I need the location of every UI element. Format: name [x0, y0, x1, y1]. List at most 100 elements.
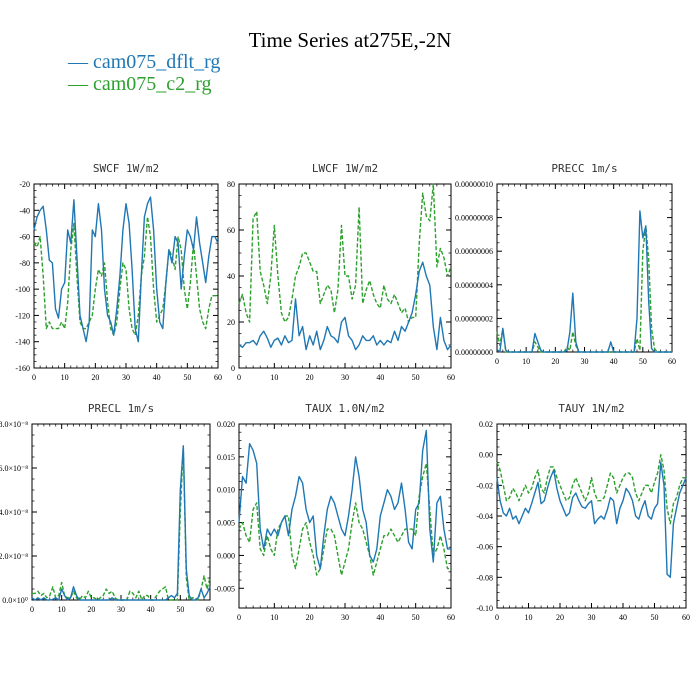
y-tick-label: 0.020: [217, 420, 235, 429]
x-tick-label: 20: [306, 373, 314, 382]
x-tick-label: 50: [639, 357, 647, 366]
chart-panel-5: TAUY 1N/m2 0 10 20 30 40 50 60 -0.10 -0.08 -0.06 -0…: [476, 402, 690, 622]
x-tick-label: 60: [214, 373, 222, 382]
plot-frame: [496, 183, 673, 353]
legend-line-c2: —: [68, 73, 88, 95]
x-tick-label: 10: [522, 357, 530, 366]
x-tick-label: 60: [682, 613, 690, 622]
x-tick-label: 30: [122, 373, 130, 382]
y-tick-label: -0.02: [476, 481, 493, 490]
x-tick-label: 10: [270, 373, 278, 382]
y-tick-label: -80: [19, 259, 30, 268]
y-tick-label: 0.02: [479, 420, 493, 429]
series-line-c2: [33, 216, 218, 336]
y-tick-label: -60: [19, 233, 30, 242]
panel-title: PRECC 1m/s: [551, 162, 617, 175]
panel-title: TAUX 1.0N/m2: [305, 402, 384, 415]
x-tick-label: 60: [447, 613, 455, 622]
y-tick-label: 80: [227, 180, 235, 189]
y-tick-label: -0.04: [476, 512, 493, 521]
y-tick-label: -120: [15, 311, 30, 320]
x-tick-label: 0: [237, 373, 241, 382]
y-tick-label: -100: [15, 285, 30, 294]
y-tick-label: -140: [15, 338, 30, 347]
y-tick-label: 2.0×10⁻⁸: [0, 552, 28, 561]
x-tick-label: 0: [32, 373, 36, 382]
y-tick-label: 0.00000008: [455, 214, 493, 223]
series-line-dflt: [496, 210, 672, 353]
x-tick-label: 0: [30, 605, 34, 614]
y-tick-label: 0.010: [217, 486, 235, 495]
x-tick-label: 60: [447, 373, 455, 382]
y-tick-label: 0.015: [217, 453, 235, 462]
y-tick-label: 6.0×10⁻⁸: [0, 464, 28, 473]
series-line-dflt: [33, 196, 219, 343]
x-tick-label: 0: [237, 613, 241, 622]
series-line-c2: [238, 183, 452, 323]
y-tick-label: 0: [231, 364, 235, 373]
x-tick-label: 60: [668, 357, 676, 366]
page-title: Time Series at275E,-2N: [248, 28, 452, 52]
x-tick-label: 40: [147, 605, 155, 614]
legend-item-c2: — cam075_c2_rg: [68, 73, 220, 95]
y-tick-label: 0.000: [217, 551, 235, 560]
series-line-dflt: [31, 445, 211, 601]
legend-label-dflt: cam075_dflt_rg: [93, 51, 221, 73]
x-tick-label: 0: [495, 613, 499, 622]
x-tick-label: 50: [176, 605, 184, 614]
chart-panel-4: TAUX 1.0N/m2 0 10 20 30 40 50 60 -0.005 0.000 0.00…: [214, 402, 455, 622]
panel-title: TAUY 1N/m2: [558, 402, 624, 415]
y-tick-label: 8.0×10⁻⁸: [0, 420, 28, 429]
chart-panel-1: LWCF 1W/m2 0 10 20 30 40 50 60 0 20 40 60 80: [227, 162, 455, 382]
x-tick-label: 0: [495, 357, 499, 366]
x-tick-label: 40: [153, 373, 161, 382]
x-tick-label: 10: [525, 613, 533, 622]
x-tick-label: 20: [306, 613, 314, 622]
y-tick-label: -0.08: [476, 573, 493, 582]
x-tick-label: 30: [341, 373, 349, 382]
y-tick-label: -0.10: [476, 604, 493, 613]
x-tick-label: 20: [87, 605, 95, 614]
x-tick-label: 50: [183, 373, 191, 382]
x-tick-label: 10: [61, 373, 69, 382]
y-tick-label: 0.0×10⁰: [2, 596, 28, 605]
x-tick-label: 30: [341, 613, 349, 622]
y-tick-label: -0.005: [214, 584, 235, 593]
y-tick-label: 40: [227, 272, 235, 281]
plot-frame: [496, 423, 687, 609]
x-tick-label: 40: [376, 613, 384, 622]
x-tick-label: 30: [581, 357, 589, 366]
series-line-dflt: [496, 461, 687, 578]
y-tick-label: 0.00000010: [455, 180, 493, 189]
y-tick-label: 0.00000002: [455, 314, 493, 323]
y-tick-label: 0.00000004: [455, 281, 493, 290]
chart-panel-0: SWCF 1W/m2 0 10 20 30 40 50 60 -160 -140 -120 -100 -…: [15, 162, 222, 382]
legend-line-dflt: —: [68, 51, 88, 73]
y-tick-label: 0.00000000: [455, 348, 493, 357]
y-tick-label: 0.005: [217, 519, 235, 528]
x-tick-label: 50: [651, 613, 659, 622]
chart-panel-3: PRECL 1m/s 0 10 20 30 40 50 60 0.0×10⁰ 2.0×10⁻⁸ 4.…: [0, 402, 214, 614]
x-tick-label: 30: [588, 613, 596, 622]
y-tick-label: 60: [227, 226, 235, 235]
x-tick-label: 30: [117, 605, 125, 614]
y-tick-label: -160: [15, 364, 30, 373]
x-tick-label: 20: [551, 357, 559, 366]
x-tick-label: 10: [58, 605, 66, 614]
y-tick-label: 20: [227, 318, 235, 327]
y-tick-label: -40: [19, 206, 30, 215]
y-tick-label: 0.00000006: [455, 247, 493, 256]
x-tick-label: 40: [610, 357, 618, 366]
series-line-c2: [496, 225, 672, 353]
chart-panel-2: PRECC 1m/s 0 10 20 30 40 50 60 0.00000000 0.00000…: [455, 162, 676, 366]
x-tick-label: 10: [270, 613, 278, 622]
x-tick-label: 50: [412, 373, 420, 382]
y-tick-label: 4.0×10⁻⁸: [0, 508, 28, 517]
plot-frame: [238, 423, 452, 609]
legend-label-c2: cam075_c2_rg: [93, 73, 212, 95]
panel-title: LWCF 1W/m2: [312, 162, 378, 175]
panel-title: SWCF 1W/m2: [93, 162, 159, 175]
series-line-dflt: [238, 261, 452, 351]
x-tick-label: 20: [556, 613, 564, 622]
